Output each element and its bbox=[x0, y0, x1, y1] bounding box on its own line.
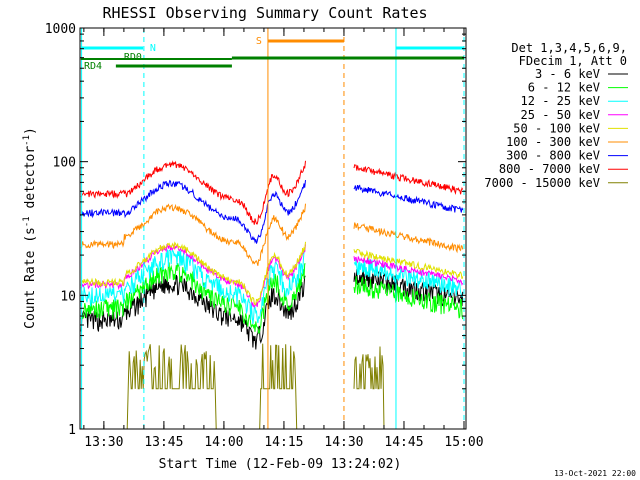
annotation-label-rd0: RD0 bbox=[124, 52, 142, 63]
y-tick-label: 1 bbox=[68, 423, 76, 438]
chart-title: RHESSI Observing Summary Count Rates bbox=[102, 4, 427, 22]
legend-label-9: 7000 - 15000 keV bbox=[484, 176, 600, 190]
legend-label-5: 50 - 100 keV bbox=[513, 121, 600, 135]
series-line-2-part-3 bbox=[353, 276, 464, 320]
series-line-5-part-2 bbox=[232, 241, 306, 306]
series-line-3-part-2 bbox=[232, 249, 306, 324]
series-line-2-part-1 bbox=[80, 262, 233, 320]
series-line-8-part-1 bbox=[80, 160, 233, 201]
series-line-1-part-3 bbox=[353, 269, 464, 307]
x-tick-label: 14:45 bbox=[384, 435, 423, 450]
series-line-1-part-1 bbox=[80, 274, 233, 332]
annotation-layer: N RD0 RD4 S bbox=[80, 28, 465, 429]
series-line-8-part-2 bbox=[232, 160, 306, 225]
series-line-6-part-3 bbox=[353, 222, 464, 254]
axis-layer: 13:30 13:45 14:00 14:15 14:30 14:45 15:00 1 10 10… bbox=[45, 22, 484, 450]
series-line-2-part-2 bbox=[232, 263, 306, 334]
legend-label-8: 800 - 7000 keV bbox=[499, 162, 600, 176]
series-line-4-part-3 bbox=[353, 256, 464, 286]
series-line-3-part-1 bbox=[80, 249, 233, 307]
legend-label-7: 300 - 800 keV bbox=[506, 149, 600, 163]
plot-frame bbox=[79, 27, 467, 430]
series-line-7-part-2 bbox=[232, 180, 306, 244]
y-axis-label-end: ) bbox=[23, 127, 38, 135]
x-tick-label: 15:00 bbox=[444, 435, 483, 450]
series-layer bbox=[80, 160, 464, 430]
series-line-7-part-3 bbox=[353, 184, 464, 213]
series-line-7-part-1 bbox=[80, 179, 233, 221]
legend-label-1: 3 - 6 keV bbox=[535, 67, 600, 81]
y-axis-label: Count Rate (s-1 detector-1) bbox=[22, 127, 38, 329]
x-tick-label: 14:00 bbox=[204, 435, 243, 450]
legend-label-2: 6 - 12 keV bbox=[528, 81, 600, 95]
series-line-6-part-2 bbox=[232, 203, 306, 266]
x-axis-label: Start Time (12-Feb-09 13:24:02) bbox=[159, 457, 402, 472]
x-tick-label: 14:15 bbox=[264, 435, 303, 450]
series-line-9-part-2 bbox=[232, 343, 306, 430]
series-line-6-part-1 bbox=[80, 203, 233, 250]
legend-title-line-2: FDecim 1, Att 0 bbox=[519, 54, 627, 68]
annotation-label-n: N bbox=[150, 43, 156, 54]
y-axis-label-mid: detector bbox=[23, 146, 38, 217]
series-line-5-part-3 bbox=[353, 248, 464, 280]
y-axis-label-sup2: -1 bbox=[22, 135, 32, 146]
footer-timestamp: 13-Oct-2021 22:00 bbox=[554, 469, 636, 478]
annotation-label-s: S bbox=[256, 36, 262, 47]
x-tick-label: 13:45 bbox=[144, 435, 183, 450]
series-line-9-part-3 bbox=[353, 346, 462, 430]
y-tick-label: 10 bbox=[60, 289, 76, 304]
series-line-5-part-1 bbox=[80, 241, 233, 288]
legend-label-3: 12 - 25 keV bbox=[521, 94, 600, 108]
annotation-label-rd4: RD4 bbox=[84, 61, 102, 72]
series-line-8-part-3 bbox=[353, 164, 464, 196]
legend-label-6: 100 - 300 keV bbox=[506, 135, 600, 149]
x-tick-label: 14:30 bbox=[324, 435, 363, 450]
x-tick-label: 13:30 bbox=[84, 435, 123, 450]
series-line-9-part-1 bbox=[81, 344, 232, 430]
y-tick-label: 1000 bbox=[45, 22, 76, 37]
y-axis-label-main: Count Rate (s bbox=[23, 227, 38, 329]
legend-title-line-1: Det 1,3,4,5,6,9, bbox=[511, 41, 627, 55]
legend-label-4: 25 - 50 keV bbox=[521, 108, 600, 122]
y-axis-label-sup1: -1 bbox=[22, 216, 32, 227]
y-tick-label: 100 bbox=[53, 156, 76, 171]
legend: Det 1,3,4,5,6,9, FDecim 1, Att 0 3 - 6 k… bbox=[484, 41, 628, 190]
